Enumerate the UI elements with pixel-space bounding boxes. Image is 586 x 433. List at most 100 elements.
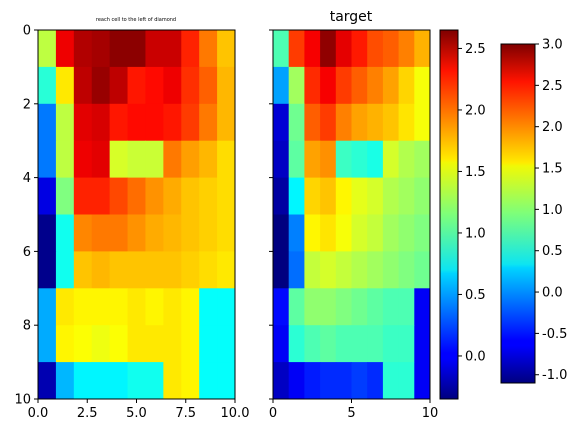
heatmap-left-cell xyxy=(109,288,129,326)
colorbar-target-ticks: 0.0 0.5 1.0 1.5 2.0 2.5 xyxy=(458,42,486,364)
heatmap-right-cell xyxy=(398,288,415,326)
heatmap-left-cell xyxy=(181,177,200,215)
heatmap-right-cell xyxy=(351,177,368,215)
heatmap-right-cell xyxy=(304,66,321,105)
heatmap-left-cell xyxy=(55,140,75,179)
heatmap-left-cell xyxy=(199,140,218,179)
heatmap-left-xtick-label: 2.5 xyxy=(77,406,98,421)
heatmap-left-cell xyxy=(73,66,93,105)
heatmap-left-cell xyxy=(145,251,164,289)
heatmap-left-cell xyxy=(181,140,200,179)
heatmap-right-cell xyxy=(414,325,431,363)
heatmap-right-cell xyxy=(398,177,415,215)
heatmap-left-cell xyxy=(181,30,200,68)
heatmap-left-cell xyxy=(217,214,236,252)
heatmap-right: target 0 5 10 xyxy=(269,9,438,421)
heatmap-right-cell xyxy=(335,325,352,363)
heatmap-right-cell xyxy=(288,30,305,68)
heatmap-left-cell xyxy=(109,251,129,289)
heatmap-right-cell xyxy=(382,177,400,215)
colorbar-main-tick-label: 0.5 xyxy=(542,244,563,259)
heatmap-right-cell xyxy=(273,103,290,142)
heatmap-left-cell xyxy=(217,251,236,289)
heatmap-left-ytick-label: 4 xyxy=(23,171,31,186)
heatmap-left-cell xyxy=(145,66,164,105)
heatmap-left-cell xyxy=(38,362,57,400)
heatmap-right-cell xyxy=(288,177,305,215)
heatmap-left-cell xyxy=(163,288,182,326)
heatmap-left-cell xyxy=(199,103,218,142)
heatmap-left-cell xyxy=(127,30,146,68)
heatmap-right-cell xyxy=(304,288,321,326)
heatmap-left-xtick-label: 10.0 xyxy=(221,406,250,421)
heatmap-right-cell xyxy=(288,103,305,142)
heatmap-right-cell xyxy=(382,30,400,68)
heatmap-left-cell xyxy=(127,214,146,252)
heatmap-left-ytick-label: 2 xyxy=(23,97,31,112)
heatmap-right-cell xyxy=(304,177,321,215)
heatmap-left-cell xyxy=(199,325,218,363)
heatmap-right-cell xyxy=(414,103,431,142)
heatmap-left-cell xyxy=(181,288,200,326)
heatmap-left-cell xyxy=(181,214,200,252)
heatmap-right-cell xyxy=(414,66,431,105)
colorbar-main-tick-label: -0.5 xyxy=(542,327,567,342)
heatmap-right-cell xyxy=(382,251,400,289)
heatmap-left-ytick-label: 0 xyxy=(23,24,31,39)
heatmap-left-cell xyxy=(199,177,218,215)
heatmap-right-cell xyxy=(367,251,384,289)
heatmap-right-cell xyxy=(367,66,384,105)
heatmap-left-cell xyxy=(55,214,75,252)
colorbar-target-tick-label: 2.0 xyxy=(465,103,486,118)
heatmap-left-cell xyxy=(217,325,236,363)
heatmap-right-cell xyxy=(335,66,352,105)
heatmap-right-cell xyxy=(273,325,290,363)
heatmap-left-cell xyxy=(127,325,146,363)
heatmap-right-cell xyxy=(382,66,400,105)
heatmap-right-cell xyxy=(304,251,321,289)
heatmap-right-cell xyxy=(382,325,400,363)
heatmap-left-cell xyxy=(127,288,146,326)
heatmap-right-cell xyxy=(367,325,384,363)
heatmap-left-cell xyxy=(91,251,111,289)
heatmap-right-cell xyxy=(288,214,305,252)
heatmap-right-ticks: 0 5 10 xyxy=(269,29,438,421)
heatmap-right-cell xyxy=(273,214,290,252)
heatmap-right-cell xyxy=(367,140,384,179)
heatmap-right-cell xyxy=(273,288,290,326)
heatmap-right-cell xyxy=(320,288,337,326)
heatmap-left-cell xyxy=(55,30,75,68)
heatmap-left-cell xyxy=(163,103,182,142)
heatmap-right-cell xyxy=(273,30,290,68)
heatmap-left-cell xyxy=(55,288,75,326)
heatmap-right-cell xyxy=(414,30,431,68)
heatmap-left-cell xyxy=(217,30,236,68)
heatmap-left-cell xyxy=(217,177,236,215)
heatmap-right-cell xyxy=(351,30,368,68)
heatmap-right-cell xyxy=(288,140,305,179)
heatmap-left-cell xyxy=(217,66,236,105)
heatmap-left-xtick-label: 0.0 xyxy=(28,406,49,421)
heatmap-left-cell xyxy=(127,177,146,215)
heatmap-right-cell xyxy=(351,66,368,105)
heatmap-right-cell xyxy=(414,214,431,252)
heatmap-left-cell xyxy=(91,362,111,400)
heatmap-right-cell xyxy=(367,362,384,400)
heatmap-left-cell xyxy=(91,140,111,179)
heatmap-left-cell xyxy=(55,251,75,289)
heatmap-left-cell xyxy=(127,103,146,142)
heatmap-left-cell xyxy=(145,362,164,400)
heatmap-right-cell xyxy=(414,251,431,289)
heatmap-right-cell xyxy=(304,214,321,252)
heatmap-left-xtick-label: 7.5 xyxy=(175,406,196,421)
heatmap-right-xtick-label: 5 xyxy=(347,406,355,421)
heatmap-left-cell xyxy=(91,214,111,252)
heatmap-right-cell xyxy=(351,140,368,179)
heatmap-left-cell xyxy=(199,66,218,105)
colorbar-main-tick-label: 1.5 xyxy=(542,162,563,177)
heatmap-right-xtick-label: 0 xyxy=(269,406,277,421)
heatmap-right-cell xyxy=(304,103,321,142)
heatmap-left-cell xyxy=(73,140,93,179)
heatmap-left-cell xyxy=(145,288,164,326)
heatmap-right-title: target xyxy=(330,9,373,25)
